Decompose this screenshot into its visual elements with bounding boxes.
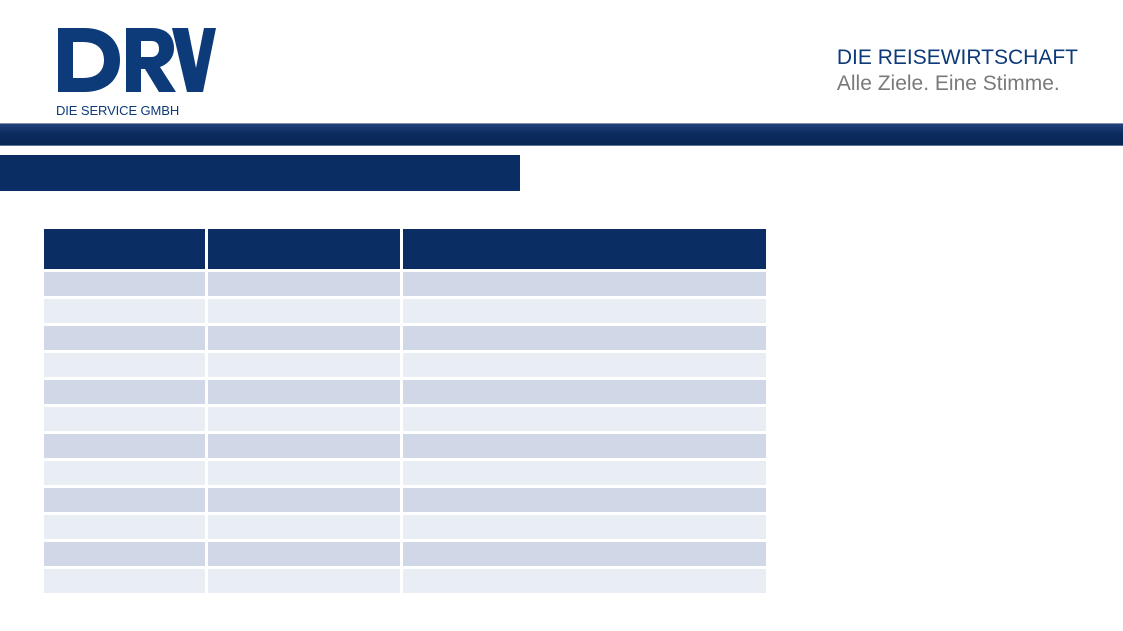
table-cell	[403, 272, 766, 299]
table-row	[44, 515, 766, 542]
table-cell	[44, 407, 208, 434]
table-cell	[208, 488, 403, 515]
drv-logo: DIE SERVICE GMBH	[56, 26, 216, 122]
table-cell	[44, 299, 208, 326]
column-header	[403, 229, 766, 272]
table-cell	[403, 569, 766, 596]
tagline-title: DIE REISEWIRTSCHAFT	[836, 46, 1078, 69]
table-cell	[403, 353, 766, 380]
table-cell	[44, 569, 208, 596]
table-cell	[44, 461, 208, 488]
table-cell	[403, 299, 766, 326]
table-cell	[44, 515, 208, 542]
table-row	[44, 488, 766, 515]
table-cell	[44, 326, 208, 353]
column-header	[208, 229, 403, 272]
table-cell	[403, 434, 766, 461]
table-row	[44, 569, 766, 596]
table-cell	[208, 542, 403, 569]
table-cell	[44, 542, 208, 569]
table-row	[44, 353, 766, 380]
header-divider-bar	[0, 123, 1123, 146]
drv-logo-icon	[58, 28, 216, 92]
table-header-row	[44, 229, 766, 272]
table-cell	[403, 515, 766, 542]
table-cell	[44, 272, 208, 299]
tagline-subtitle: Alle Ziele. Eine Stimme.	[836, 72, 1060, 95]
table-cell	[208, 515, 403, 542]
tagline: DIE REISEWIRTSCHAFT Alle Ziele. Eine Sti…	[837, 45, 1078, 97]
table-cell	[208, 353, 403, 380]
table-cell	[403, 461, 766, 488]
table-cell	[208, 272, 403, 299]
table-cell	[403, 380, 766, 407]
table-cell	[403, 326, 766, 353]
table-row	[44, 542, 766, 569]
table-cell	[208, 299, 403, 326]
table-cell	[208, 380, 403, 407]
table-cell	[208, 434, 403, 461]
table-cell	[208, 326, 403, 353]
table-row	[44, 434, 766, 461]
logo-subtitle: DIE SERVICE GMBH	[56, 103, 180, 118]
table-cell	[208, 461, 403, 488]
table-row	[44, 326, 766, 353]
section-title-bar	[0, 155, 520, 191]
table-cell	[403, 488, 766, 515]
table-cell	[208, 569, 403, 596]
table-cell	[403, 542, 766, 569]
table-row	[44, 299, 766, 326]
table-row	[44, 272, 766, 299]
table-cell	[208, 407, 403, 434]
table-cell	[44, 353, 208, 380]
data-table	[44, 229, 766, 596]
table-cell	[44, 434, 208, 461]
table-row	[44, 407, 766, 434]
table-cell	[403, 407, 766, 434]
table-cell	[44, 488, 208, 515]
column-header	[44, 229, 208, 272]
table-cell	[44, 380, 208, 407]
table-row	[44, 380, 766, 407]
table-row	[44, 461, 766, 488]
